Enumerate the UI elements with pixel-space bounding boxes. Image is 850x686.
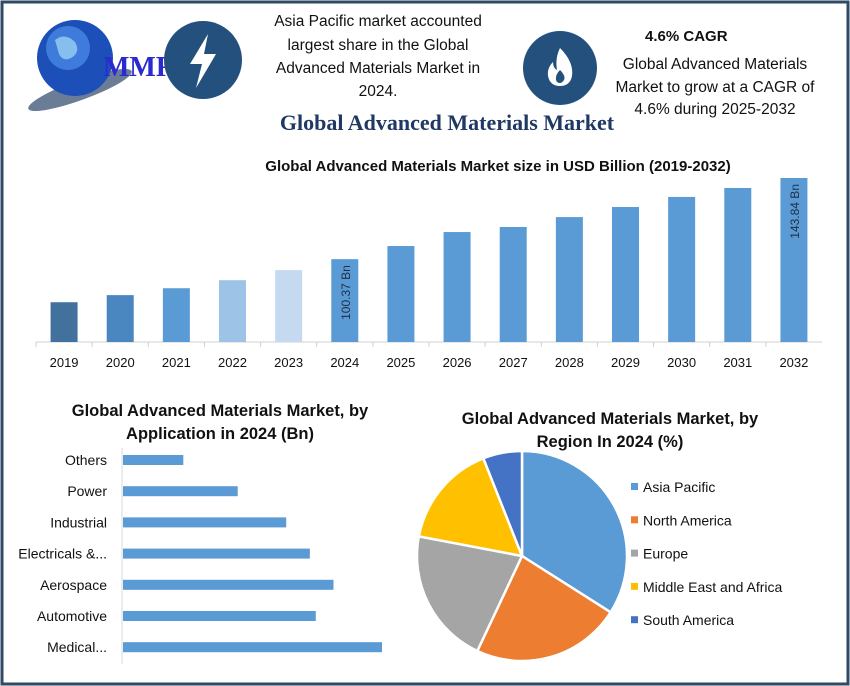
x-tick-label: 2032 bbox=[779, 355, 808, 370]
bar-2024 bbox=[331, 259, 359, 342]
legend-label: South America bbox=[643, 612, 734, 628]
bar-2028 bbox=[555, 217, 583, 342]
bar-Medical... bbox=[123, 642, 382, 653]
cagr-title: 4.6% CAGR bbox=[645, 28, 728, 45]
legend-swatch bbox=[631, 616, 638, 624]
cagr-text-line: 4.6% during 2025-2032 bbox=[634, 101, 795, 118]
bar-2020 bbox=[106, 295, 134, 342]
slice-middle-east-and-africa bbox=[417, 456, 524, 558]
data-label: 100.37 Bn bbox=[339, 265, 353, 320]
bar-2026 bbox=[443, 232, 471, 342]
bar-2022 bbox=[219, 280, 246, 342]
bar-Aerospace bbox=[123, 579, 334, 590]
x-tick-label: 2022 bbox=[218, 355, 247, 370]
application-chart-title: Global Advanced Materials Market, by bbox=[72, 402, 369, 420]
bar-2031 bbox=[724, 187, 752, 342]
x-tick-label: 2030 bbox=[667, 355, 696, 370]
category-label: Automotive bbox=[37, 608, 107, 624]
x-tick-label: 2019 bbox=[50, 355, 79, 370]
bar-Power bbox=[123, 486, 238, 497]
bar-Industrial bbox=[123, 517, 287, 528]
share-text: Asia Pacific market accounted largest sh… bbox=[274, 13, 482, 100]
category-label: Others bbox=[65, 452, 107, 468]
x-tick-label: 2025 bbox=[386, 355, 415, 370]
slice-europe bbox=[415, 534, 524, 653]
category-label: Industrial bbox=[50, 514, 107, 530]
x-tick-label: 2029 bbox=[611, 355, 640, 370]
x-tick-label: 2026 bbox=[443, 355, 472, 370]
bar-chart-title: Global Advanced Materials Market size in… bbox=[265, 158, 730, 175]
category-label: Electricals &... bbox=[18, 546, 107, 562]
bar-2023 bbox=[275, 270, 303, 342]
lightning-icon bbox=[164, 21, 242, 99]
data-label: 143.84 Bn bbox=[788, 184, 802, 239]
cagr-text: Global Advanced Materials Market to grow… bbox=[616, 56, 816, 118]
bar-2029 bbox=[612, 207, 639, 342]
legend-swatch bbox=[631, 549, 638, 557]
bar-2030 bbox=[668, 196, 696, 342]
bar-2027 bbox=[499, 226, 527, 342]
x-tick-label: 2024 bbox=[330, 355, 359, 370]
x-tick-label: 2021 bbox=[162, 355, 191, 370]
region-chart-title: Region In 2024 (%) bbox=[537, 433, 684, 451]
share-text-line: Advanced Materials Market in bbox=[276, 60, 480, 77]
bar-Electricals &... bbox=[123, 548, 310, 559]
bar-Others bbox=[123, 455, 184, 465]
category-label: Medical... bbox=[47, 639, 107, 655]
bar-Automotive bbox=[123, 611, 316, 621]
legend-swatch bbox=[631, 483, 638, 490]
flame-icon bbox=[523, 31, 597, 105]
share-text-line: largest share in the Global bbox=[288, 37, 469, 54]
x-tick-label: 2028 bbox=[555, 355, 584, 370]
bar-2025 bbox=[387, 246, 415, 342]
slice-south-america bbox=[481, 449, 524, 557]
legend-swatch bbox=[631, 582, 638, 590]
main-title: Global Advanced Materials Market bbox=[280, 110, 615, 135]
x-tick-label: 2023 bbox=[274, 355, 303, 370]
region-chart-title: Global Advanced Materials Market, by bbox=[462, 410, 759, 428]
legend-label: Middle East and Africa bbox=[643, 579, 783, 595]
application-chart-title: Application in 2024 (Bn) bbox=[126, 425, 314, 443]
market-size-bar-chart: 2019 2020 2021 2022 2023 2024 100.37 Bn 2025 202… bbox=[35, 178, 822, 370]
category-label: Aerospace bbox=[40, 577, 107, 593]
bar-2019 bbox=[50, 302, 78, 342]
bar-2021 bbox=[162, 288, 190, 342]
application-bar-chart: Others Power Industrial Electricals &... Aer… bbox=[18, 448, 382, 664]
legend-label: North America bbox=[643, 512, 732, 528]
share-text-line: 2024. bbox=[359, 83, 398, 100]
region-pie-chart bbox=[415, 449, 629, 663]
bar-2032 bbox=[780, 178, 808, 342]
x-tick-label: 2031 bbox=[723, 355, 752, 370]
share-text-line: Asia Pacific market accounted bbox=[274, 13, 482, 30]
x-tick-label: 2020 bbox=[106, 355, 135, 370]
cagr-text-line: Global Advanced Materials bbox=[623, 56, 808, 73]
legend-label: Asia Pacific bbox=[643, 479, 715, 495]
cagr-text-line: Market to grow at a CAGR of bbox=[616, 79, 816, 96]
category-label: Power bbox=[67, 483, 107, 499]
x-tick-label: 2027 bbox=[499, 355, 528, 370]
region-legend: Asia Pacific North America Europe Middle Ea… bbox=[631, 479, 783, 628]
legend-swatch bbox=[631, 516, 638, 524]
legend-label: Europe bbox=[643, 546, 688, 562]
